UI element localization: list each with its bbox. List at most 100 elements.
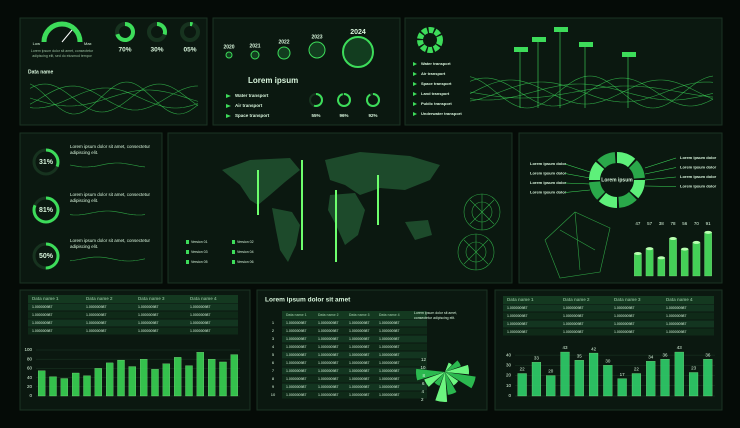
data-label: 23: [691, 366, 697, 371]
label: 1.000000987: [138, 305, 158, 309]
radar: [457, 193, 501, 271]
label: Lorem ipsum dolor sit amet, consectetur: [70, 144, 151, 149]
label: 1.000000987: [318, 353, 338, 357]
label: 1.000000987: [286, 345, 306, 349]
data-label: 22: [634, 367, 640, 372]
polar-wedge: [445, 372, 476, 389]
table-row: [282, 375, 427, 383]
bar: [588, 352, 599, 397]
bullet: [413, 102, 417, 106]
label: Space transport: [421, 81, 452, 86]
bullet: [413, 62, 417, 66]
bar: [196, 352, 204, 397]
marker-tag: [622, 52, 636, 57]
label: Lorem ipsum dolor sit amet, consectetur: [70, 238, 151, 243]
ring-arc: [32, 148, 60, 176]
bar-top: [669, 237, 677, 241]
wave: [69, 162, 146, 168]
bar: [117, 359, 125, 397]
label: Max: [84, 41, 92, 46]
bar: [603, 365, 613, 397]
label: 1.000000987: [286, 369, 306, 373]
bar-top: [704, 230, 712, 234]
bar: [162, 363, 170, 397]
bar: [631, 373, 642, 397]
bar: [669, 238, 677, 277]
polar-wedge: [445, 372, 457, 395]
y-tick-label: 0: [508, 393, 511, 398]
polar-wedge: [445, 364, 470, 375]
table-row: [28, 311, 238, 319]
cycle-segment: [629, 160, 645, 179]
bullet: [226, 94, 231, 98]
version-swatch: [186, 260, 189, 264]
label: 1.000000987: [507, 322, 527, 326]
table-row: [282, 359, 427, 367]
timeline-node: [250, 50, 260, 60]
bar: [680, 248, 689, 277]
label: Lorem ipsum dolor: [680, 155, 717, 160]
label: 1.000000987: [666, 314, 686, 318]
label: 50%: [39, 253, 54, 260]
data-label: 43: [562, 345, 568, 350]
wave: [29, 85, 199, 111]
bar: [106, 362, 114, 397]
label: 05%: [183, 47, 196, 54]
label: 1.000000987: [507, 330, 527, 334]
bar: [49, 376, 57, 397]
bar: [60, 378, 68, 397]
bar-top: [657, 256, 665, 260]
panel: [404, 17, 723, 126]
label: 1.000000987: [614, 306, 634, 310]
label: 1.000000987: [379, 361, 399, 365]
ring-arc: [32, 196, 60, 224]
label: 1.000000987: [349, 337, 369, 341]
data-label: 38: [659, 221, 665, 226]
bullet: [413, 82, 417, 86]
label: 1.000000987: [379, 353, 399, 357]
version-swatch: [232, 240, 235, 244]
bullet: [413, 112, 417, 116]
connector: [564, 173, 591, 179]
label: adipiscing elit.: [70, 198, 98, 203]
label: 31%: [39, 159, 54, 166]
label: 1.000000987: [349, 361, 369, 365]
label: 1.000000987: [318, 337, 338, 341]
bar: [38, 370, 46, 397]
label: Underwater transport: [421, 111, 462, 116]
label: 4: [272, 344, 275, 349]
label: adipiscing elit.: [70, 150, 98, 155]
ring-arc: [180, 22, 200, 42]
bullet: [226, 104, 231, 108]
wave: [469, 75, 714, 109]
label: 1.000000987: [379, 393, 399, 397]
polar-wedge: [435, 372, 448, 402]
label: 3: [272, 336, 275, 341]
bar: [617, 378, 627, 397]
label: 1.000000987: [286, 377, 306, 381]
data-label: 36: [662, 352, 668, 357]
label: Lorem ipsum dolor sit amet, consectetur: [70, 192, 151, 197]
y-tick-label: 20: [27, 384, 33, 389]
ring-arc: [309, 93, 323, 107]
label: 1.000000987: [190, 305, 210, 309]
label: 1.000000987: [286, 385, 306, 389]
label: 2020: [223, 44, 234, 50]
label: 1.000000987: [32, 305, 52, 309]
label: 2023: [311, 34, 322, 40]
marker-tag: [532, 37, 546, 42]
label: Lorem ipsum dolor: [530, 161, 567, 166]
wave: [29, 81, 199, 115]
wave: [29, 89, 199, 107]
data-label: 34: [648, 354, 654, 359]
table-row: [282, 319, 427, 327]
label: 12: [421, 357, 427, 362]
label: Lorem ipsum: [248, 76, 298, 85]
bar: [634, 253, 642, 277]
label: 1.000000987: [32, 313, 52, 317]
label: 4: [421, 389, 424, 394]
marker-tag: [579, 42, 593, 47]
label: 1.000000987: [666, 322, 686, 326]
label: 8: [422, 373, 425, 378]
label: Version 06: [237, 260, 254, 264]
